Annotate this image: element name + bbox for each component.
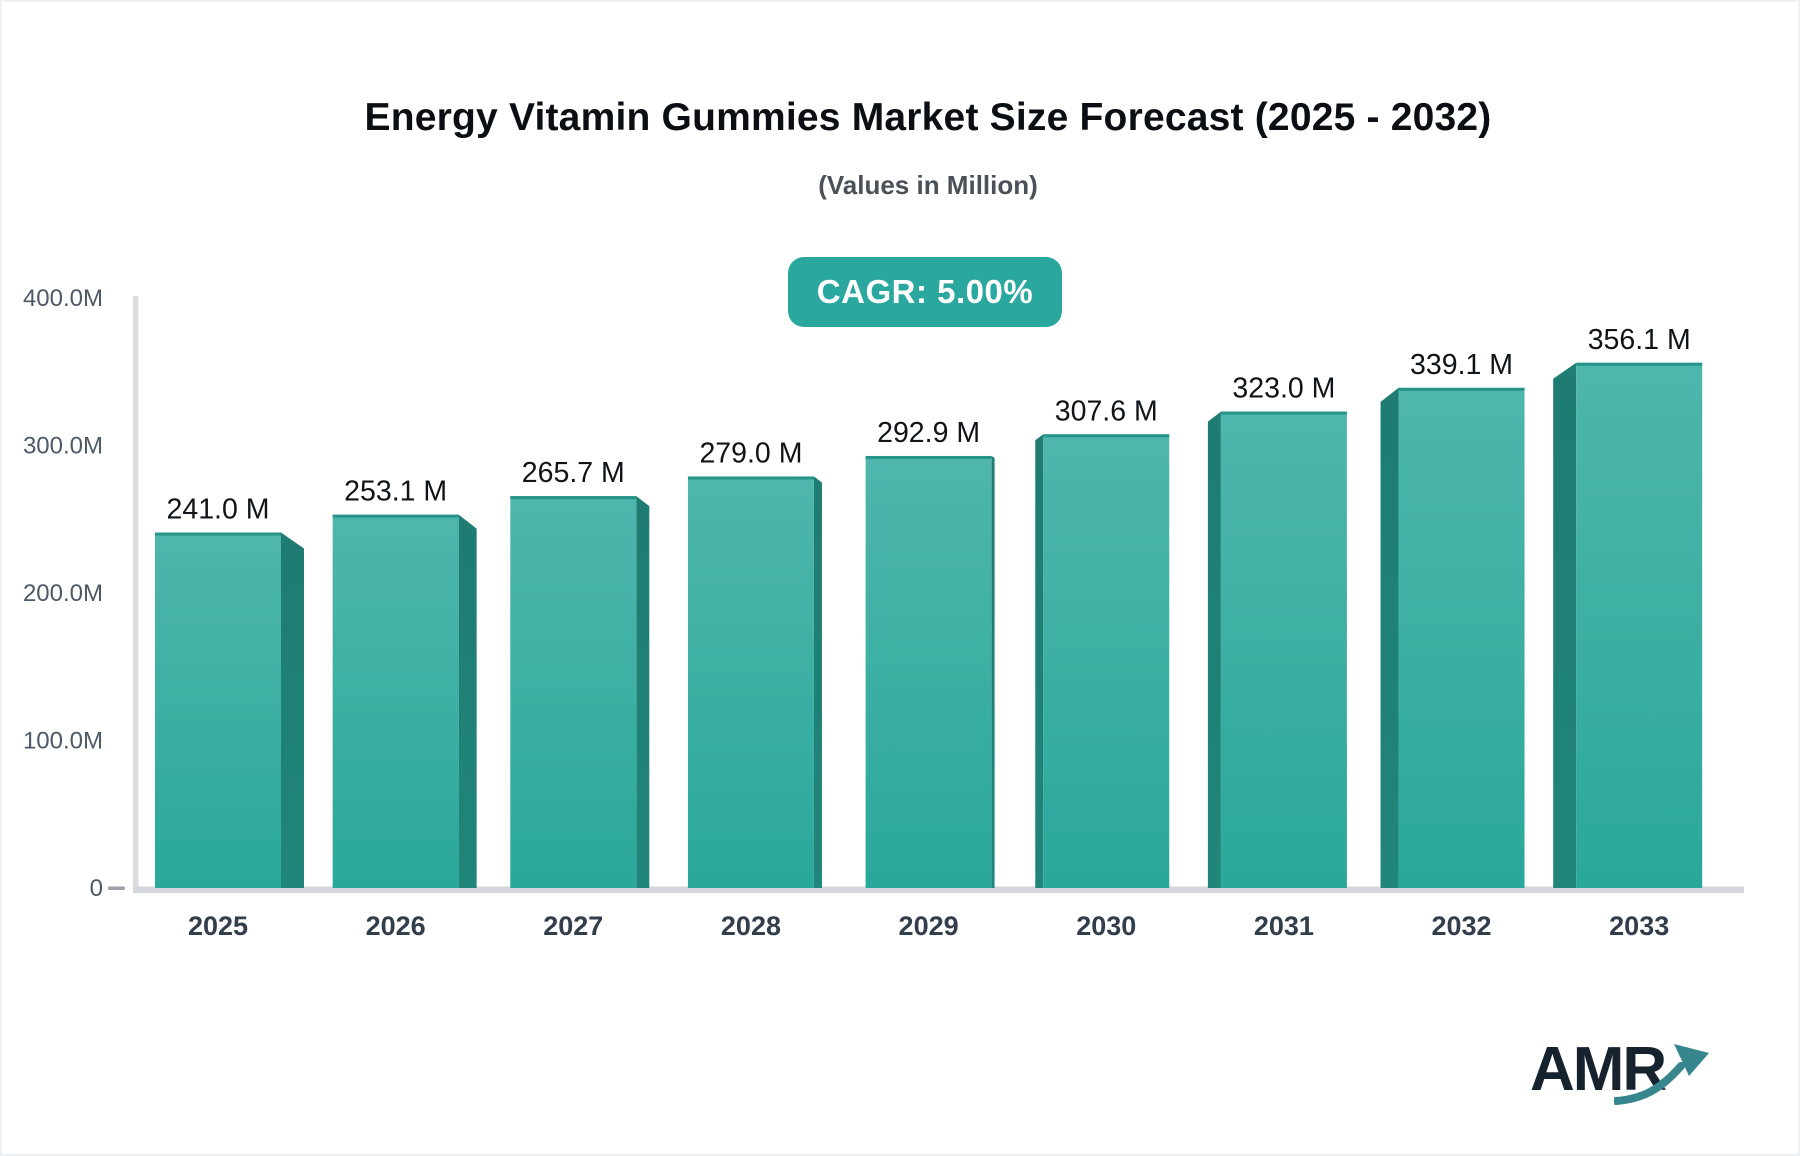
bar-side-face [1035, 434, 1044, 888]
bar-2032 [1380, 387, 1525, 888]
bar-2033 [1553, 362, 1703, 888]
bar-2028 [687, 476, 822, 888]
y-axis-tick-label: 100.0M [23, 728, 103, 755]
bar-top-edge [1043, 434, 1170, 438]
bar-2029 [865, 455, 995, 888]
bar-2030 [1035, 434, 1170, 888]
bar-top-edge [1398, 387, 1525, 391]
y-axis-tick-label: 200.0M [23, 580, 103, 607]
cagr-badge-label: CAGR: 5.00% [816, 273, 1034, 310]
bar-value-label: 241.0 M [167, 494, 270, 526]
bar-front-face [865, 455, 992, 888]
bar-front-face [1220, 411, 1347, 888]
bar-side-face [458, 514, 477, 888]
bar-2025 [155, 532, 304, 888]
labels-layer: 0 100.0M 200.0M 300.0M 400.0M 241.0 M 2025 253.… [23, 285, 1691, 941]
x-axis-label: 2029 [899, 911, 959, 941]
bar-side-face [991, 455, 995, 888]
axis-layer [133, 296, 1744, 893]
x-axis-label: 2033 [1609, 911, 1669, 941]
bar-front-face [1398, 387, 1525, 888]
y-axis-tick-label: 400.0M [23, 285, 103, 312]
amr-logo: AMR [1530, 1034, 1730, 1114]
growth-arrow-icon [1614, 1044, 1709, 1105]
bar-top-edge [1220, 411, 1347, 415]
bar-top-edge [332, 514, 459, 518]
bar-front-face [510, 496, 637, 888]
x-axis-label: 2026 [366, 911, 426, 941]
bar-top-edge [510, 496, 637, 500]
bars-layer [155, 362, 1703, 888]
y-axis-tick-label: 300.0M [23, 433, 103, 460]
x-axis-label: 2025 [188, 911, 248, 941]
bar-front-face [1043, 434, 1170, 888]
bar-top-edge [155, 532, 281, 536]
bar-side-face [636, 496, 650, 888]
x-axis-label: 2032 [1432, 911, 1492, 941]
bar-side-face [1380, 387, 1399, 888]
x-axis-label: 2030 [1076, 911, 1136, 941]
chart-subtitle: (Values in Million) [818, 170, 1038, 200]
bar-value-label: 279.0 M [699, 437, 802, 469]
bar-top-edge [865, 455, 992, 459]
bar-side-face [813, 476, 822, 888]
cagr-badge: CAGR: 5.00% [788, 257, 1062, 327]
bar-value-label: 292.9 M [877, 417, 980, 449]
bar-value-label: 356.1 M [1588, 324, 1691, 356]
bar-value-label: 253.1 M [344, 476, 447, 508]
bar-2027 [510, 496, 650, 888]
bar-top-edge [1576, 362, 1703, 366]
zero-tick-dash [108, 886, 125, 890]
x-axis-label: 2028 [721, 911, 781, 941]
bar-front-face [1576, 362, 1703, 888]
x-axis-label: 2027 [543, 911, 603, 941]
chart-title: Energy Vitamin Gummies Market Size Forec… [364, 96, 1492, 139]
bar-top-edge [687, 476, 814, 480]
y-axis-line [133, 296, 139, 892]
bar-2026 [332, 514, 477, 888]
bar-value-label: 323.0 M [1232, 373, 1335, 405]
bar-value-label: 307.6 M [1055, 395, 1158, 427]
x-axis-line [133, 886, 1744, 893]
bar-front-face [155, 532, 281, 888]
bar-side-face [1207, 411, 1221, 888]
x-axis-label: 2031 [1254, 911, 1314, 941]
y-axis-tick-label: 0 [90, 875, 103, 902]
bar-front-face [687, 476, 814, 888]
bar-front-face [332, 514, 459, 888]
bar-2031 [1207, 411, 1347, 888]
bar-side-face [281, 532, 304, 888]
bar-value-label: 339.1 M [1410, 349, 1513, 381]
bar-side-face [1553, 362, 1577, 888]
bar-value-label: 265.7 M [522, 457, 625, 489]
